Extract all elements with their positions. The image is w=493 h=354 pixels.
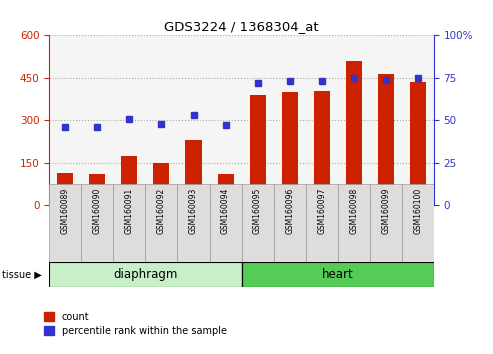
Bar — [410, 82, 426, 205]
Bar — [177, 184, 210, 262]
Bar — [153, 163, 170, 205]
Bar — [89, 173, 106, 205]
Text: diaphragm: diaphragm — [113, 268, 177, 281]
Bar — [49, 184, 81, 262]
Text: GSM160090: GSM160090 — [93, 188, 102, 234]
Bar — [402, 184, 434, 262]
Text: GSM160099: GSM160099 — [381, 188, 390, 234]
Text: GSM160089: GSM160089 — [61, 188, 70, 234]
Bar — [49, 262, 242, 287]
Text: tissue ▶: tissue ▶ — [2, 269, 42, 279]
Bar — [217, 174, 234, 205]
Bar — [249, 95, 266, 205]
Bar — [282, 92, 298, 205]
Bar — [274, 184, 306, 262]
Bar — [185, 140, 202, 205]
Bar — [346, 61, 362, 205]
Bar — [113, 184, 145, 262]
Bar — [121, 156, 138, 205]
Bar — [306, 184, 338, 262]
Bar — [370, 184, 402, 262]
Bar — [57, 173, 73, 205]
Text: GSM160095: GSM160095 — [253, 188, 262, 234]
Bar — [81, 184, 113, 262]
Legend: count, percentile rank within the sample: count, percentile rank within the sample — [44, 312, 227, 336]
Text: GSM160092: GSM160092 — [157, 188, 166, 234]
Bar — [210, 184, 242, 262]
Bar — [242, 184, 274, 262]
Bar — [338, 184, 370, 262]
Bar — [314, 91, 330, 205]
Text: GSM160093: GSM160093 — [189, 188, 198, 234]
Text: GSM160098: GSM160098 — [349, 188, 358, 234]
Text: GSM160097: GSM160097 — [317, 188, 326, 234]
Title: GDS3224 / 1368304_at: GDS3224 / 1368304_at — [164, 20, 319, 33]
Bar — [378, 74, 394, 205]
Text: heart: heart — [322, 268, 353, 281]
Bar — [145, 184, 177, 262]
Text: GSM160100: GSM160100 — [413, 188, 423, 234]
Bar — [242, 262, 434, 287]
Text: GSM160091: GSM160091 — [125, 188, 134, 234]
Text: GSM160096: GSM160096 — [285, 188, 294, 234]
Text: GSM160094: GSM160094 — [221, 188, 230, 234]
